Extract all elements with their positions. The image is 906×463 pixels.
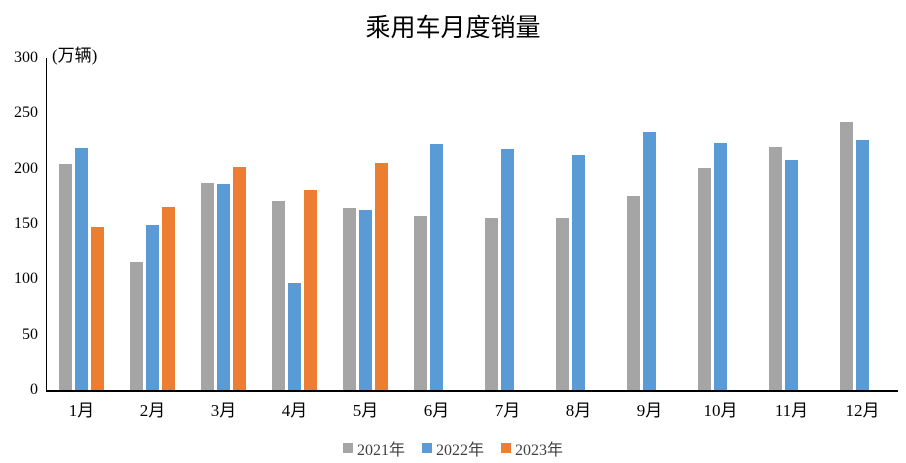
bar-2023年-5月 — [375, 163, 388, 390]
y-axis-unit-label: (万辆) — [52, 46, 98, 65]
bar-2021年-7月 — [485, 218, 498, 390]
x-tick-label: 8月 — [565, 401, 592, 420]
bar-2022年-4月 — [288, 283, 301, 390]
chart-title: 乘用车月度销量 — [365, 15, 541, 42]
bar-group-5月 — [330, 58, 401, 390]
bar-2022年-2月 — [146, 225, 159, 390]
x-axis-line — [46, 390, 898, 392]
y-axis-line — [46, 58, 47, 390]
bar-group-11月 — [756, 58, 827, 390]
legend-swatch-icon — [342, 443, 353, 453]
bar-group-2月 — [117, 58, 188, 390]
bar-2021年-9月 — [627, 196, 640, 390]
x-tick-label: 1月 — [68, 401, 95, 420]
bar-group-9月 — [614, 58, 685, 390]
bar-group-4月 — [259, 58, 330, 390]
bar-2022年-11月 — [785, 160, 798, 390]
bar-2023年-1月 — [91, 227, 104, 390]
bar-2021年-5月 — [343, 207, 356, 390]
bar-2022年-1月 — [75, 148, 88, 390]
bar-group-12月 — [827, 58, 898, 390]
bar-group-6月 — [401, 58, 472, 390]
x-tick-label: 10月 — [703, 401, 738, 420]
bar-2022年-12月 — [856, 139, 869, 390]
x-tick-label: 2月 — [139, 401, 166, 420]
bar-2023年-3月 — [233, 166, 246, 390]
y-tick-label: 100 — [14, 270, 38, 288]
x-axis-labels: 1月 2月 3月 4月 5月 6月 7月 8月 9月 10月 11月 12月 — [46, 401, 898, 423]
x-tick-label: 5月 — [352, 401, 379, 420]
y-tick-label: 250 — [14, 104, 38, 122]
legend-swatch-icon — [501, 443, 511, 453]
bar-2021年-11月 — [769, 147, 782, 390]
x-tick-label: 11月 — [774, 401, 809, 420]
plot-area — [46, 58, 898, 390]
legend-label: 2023年 — [515, 442, 564, 459]
y-tick-label: 200 — [14, 159, 38, 177]
legend-item-2021年: 2021年 — [342, 436, 405, 460]
x-tick-label: 3月 — [210, 401, 237, 420]
bar-2022年-8月 — [572, 154, 585, 390]
x-tick-label: 7月 — [494, 401, 521, 420]
bar-group-7月 — [472, 58, 543, 390]
legend-label: 2021年 — [356, 442, 405, 459]
bar-2021年-2月 — [130, 262, 143, 390]
y-tick-label: 150 — [14, 215, 38, 232]
bar-2022年-5月 — [359, 210, 372, 390]
bar-2021年-6月 — [414, 216, 427, 390]
bar-2023年-4月 — [304, 189, 317, 390]
bar-2021年-8月 — [556, 218, 569, 390]
bar-2021年-3月 — [201, 182, 214, 390]
bar-group-10月 — [685, 58, 756, 390]
legend: 2021年 2022年 2023年 — [0, 436, 906, 460]
x-tick-label: 12月 — [845, 401, 880, 420]
legend-item-2023年: 2023年 — [501, 436, 563, 460]
legend-item-2022年: 2022年 — [421, 436, 484, 460]
bar-2022年-10月 — [714, 143, 727, 390]
y-tick-label: 50 — [22, 325, 38, 343]
x-tick-label: 9月 — [636, 401, 663, 420]
bar-group-8月 — [543, 58, 614, 390]
legend-label: 2022年 — [435, 442, 484, 459]
bar-2022年-6月 — [430, 144, 443, 390]
y-tick-label: 0 — [30, 381, 38, 398]
bar-group-1月 — [46, 58, 117, 390]
y-tick-label: 300 — [14, 49, 38, 66]
y-axis-tick-labels: 300 250 200 150 100 50 0 — [0, 0, 40, 463]
bar-2022年-9月 — [643, 131, 656, 390]
x-tick-label: 4月 — [281, 401, 308, 420]
x-tick-label: 6月 — [423, 401, 450, 420]
bar-2021年-4月 — [272, 201, 285, 390]
bar-2023年-2月 — [162, 207, 175, 390]
bar-group-3月 — [188, 58, 259, 390]
bar-2022年-3月 — [217, 183, 230, 390]
bar-2021年-10月 — [698, 167, 711, 390]
bar-2021年-12月 — [840, 121, 853, 390]
bar-2022年-7月 — [501, 149, 514, 390]
legend-swatch-icon — [421, 443, 432, 453]
bar-2021年-1月 — [59, 163, 72, 390]
